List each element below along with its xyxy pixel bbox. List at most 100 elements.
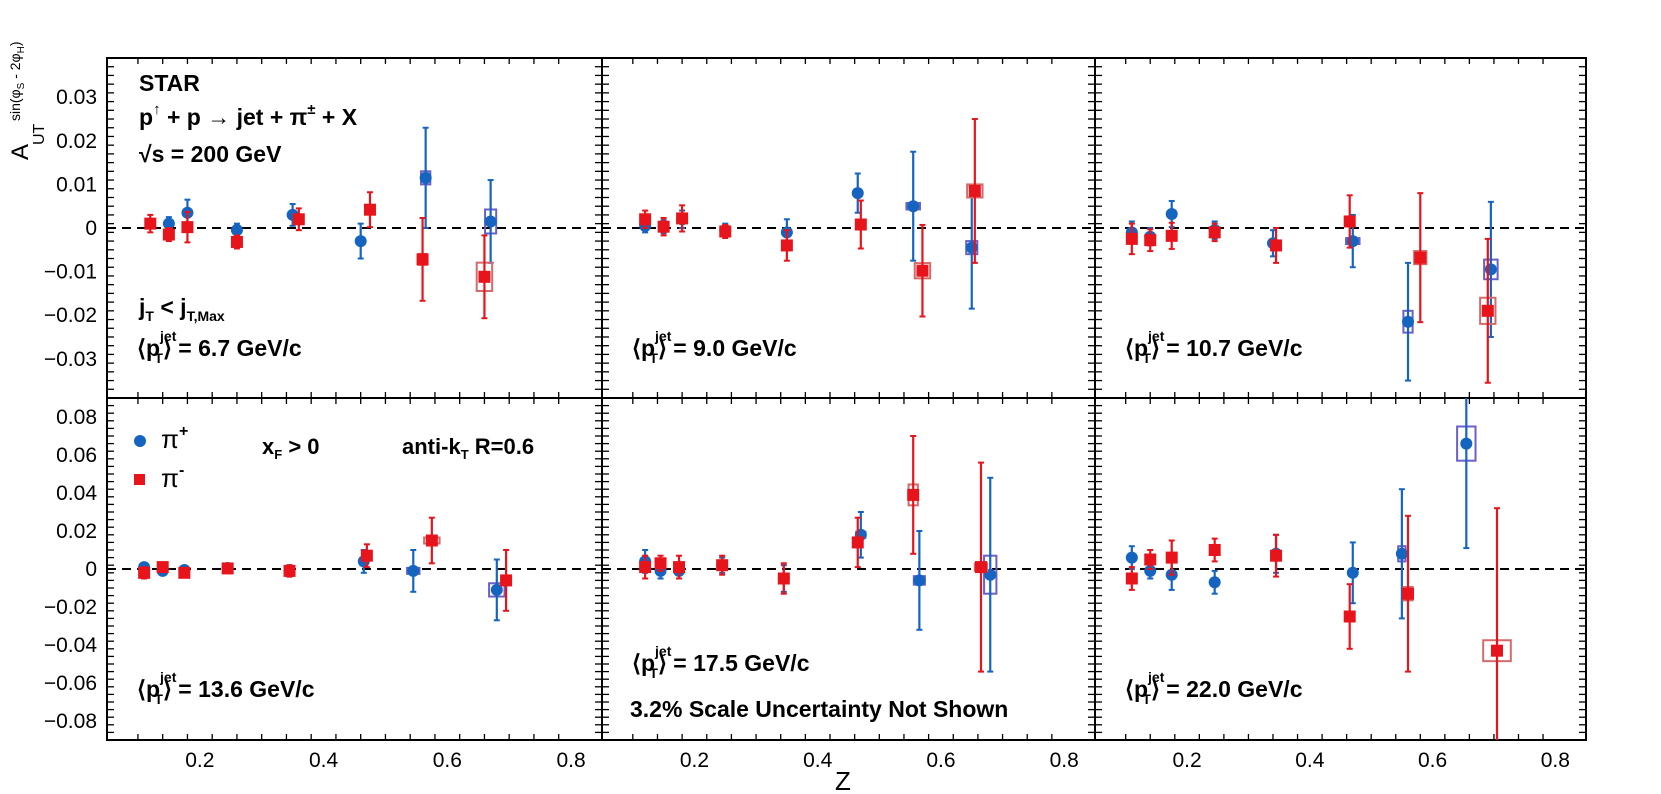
data-point-pi-plus (162, 217, 175, 230)
panel-1: 0.03 0.02 0.01 0 −0.01 −0.02 −0.03 ⟨pjet T⟩ = 6.… (44, 57, 603, 399)
data-point-pi-plus (1165, 208, 1178, 221)
data-point-pi-minus (716, 559, 729, 572)
y-axis-title: A UT sin(φS - 2φH) (7, 41, 48, 160)
data-point-pi-minus (974, 561, 987, 574)
y-tick-label: 0 (85, 558, 97, 581)
data-point-pi-minus (283, 564, 296, 577)
data-point-pi-minus (363, 203, 376, 216)
x-axis-title: Z (835, 766, 851, 794)
data-point-pi-minus (1208, 226, 1221, 239)
data-point-pi-plus (490, 583, 503, 596)
data-point-pi-plus (354, 235, 367, 248)
data-point-pi-minus (156, 561, 169, 574)
data-point-pi-minus (178, 566, 191, 579)
panel-2: ⟨pjet T⟩ = 9.0 GeV/c (601, 57, 1096, 399)
data-point-pi-minus (1414, 251, 1427, 264)
data-point-pi-minus (780, 239, 793, 252)
data-point-pi-minus (968, 184, 981, 197)
data-point-pi-plus (1346, 566, 1359, 579)
data-point-pi-plus (907, 200, 920, 213)
x-tick-label: 0.4 (803, 749, 833, 772)
data-point-pi-minus (1165, 551, 1178, 564)
data-point-pi-minus (719, 225, 732, 238)
y-tick-label: 0.08 (56, 406, 97, 429)
jet-pt-label: ⟨pjet T⟩ = 22.0 GeV/c (1125, 669, 1303, 707)
data-point-pi-plus (1460, 437, 1473, 450)
data-point-pi-minus (1144, 234, 1157, 247)
data-point-pi-plus (1144, 564, 1157, 577)
data-point-pi-plus (230, 224, 243, 237)
x-tick-label: 0.6 (926, 749, 955, 772)
data-point-pi-plus (1125, 551, 1138, 564)
data-point-pi-minus (1125, 572, 1138, 585)
legend: π+ π- (134, 423, 188, 493)
x-tick-label: 0.8 (1541, 749, 1570, 772)
data-point-pi-minus (1125, 232, 1138, 245)
data-point-pi-minus (1343, 610, 1356, 623)
data-point-pi-minus (777, 572, 790, 585)
experiment-label: STAR (139, 70, 200, 96)
legend-pi-minus-marker (134, 474, 145, 485)
data-point-pi-minus (851, 536, 864, 549)
y-tick-label: −0.02 (44, 596, 97, 619)
data-point-pi-minus (181, 221, 194, 234)
x-tick-label: 0.6 (433, 749, 462, 772)
jet-algorithm-label: anti-kT R=0.6 (402, 434, 534, 462)
panel-5: 0.2 0.4 0.6 0.8 ⟨pjet T⟩ = 17.5 GeV/c (601, 397, 1096, 772)
y-tick-label: −0.01 (44, 261, 97, 284)
scale-uncertainty-note: 3.2% Scale Uncertainty Not Shown (630, 696, 1008, 722)
energy-label: √s = 200 GeV (139, 141, 282, 167)
legend-pi-plus-label: π+ (161, 423, 188, 454)
x-tick-label: 0.2 (680, 749, 709, 772)
data-point-pi-minus (854, 218, 867, 231)
data-point-pi-minus (639, 561, 652, 574)
x-tick-label: 0.4 (309, 749, 339, 772)
y-tick-label: −0.06 (44, 672, 97, 695)
data-point-pi-plus (913, 574, 926, 587)
y-tick-label: −0.04 (44, 634, 97, 657)
panel-grid: 0.03 0.02 0.01 0 −0.01 −0.02 −0.03 ⟨pjet T⟩ = 6.… (44, 57, 1587, 772)
x-tick-label: 0.2 (185, 749, 214, 772)
data-point-pi-minus (676, 212, 689, 225)
xf-cut-label: xF > 0 (262, 434, 320, 462)
data-point-pi-minus (1481, 304, 1494, 317)
data-point-pi-plus (851, 187, 864, 200)
data-point-pi-minus (500, 574, 513, 587)
jet-pt-label: ⟨pjet T⟩ = 6.7 GeV/c (137, 328, 302, 366)
data-point-pi-minus (1491, 644, 1504, 657)
x-tick-label: 0.8 (1050, 749, 1079, 772)
reaction-label: p↑ + p → jet + π± + X (139, 101, 358, 130)
data-point-pi-minus (230, 235, 243, 248)
data-point-pi-plus (965, 241, 978, 254)
jet-pt-label: ⟨pjet T⟩ = 10.7 GeV/c (1125, 328, 1303, 366)
x-tick-label: 0.4 (1295, 749, 1325, 772)
data-point-pi-plus (1208, 576, 1221, 589)
y-tick-label: −0.02 (44, 304, 97, 327)
data-point-pi-plus (1484, 263, 1497, 276)
data-point-pi-minus (657, 220, 670, 233)
data-point-pi-minus (673, 561, 686, 574)
legend-pi-plus-marker (134, 435, 146, 447)
jet-pt-label: ⟨pjet T⟩ = 13.6 GeV/c (137, 669, 315, 707)
data-point-pi-minus (1402, 587, 1415, 600)
data-point-pi-minus (162, 228, 175, 241)
data-point-pi-minus (1343, 215, 1356, 228)
data-point-pi-minus (138, 566, 151, 579)
data-point-pi-minus (1208, 544, 1221, 556)
panel-4: 0.2 0.4 0.6 0.8 0.08 0.06 0.04 0.02 0 −0.02 −0.04 −… (44, 397, 603, 772)
jet-pt-label: ⟨pjet T⟩ = 9.0 GeV/c (632, 328, 797, 366)
data-point-pi-minus (1165, 229, 1178, 242)
y-tick-label: 0.06 (56, 444, 97, 467)
data-point-pi-minus (639, 213, 652, 226)
y-tick-label: 0 (85, 217, 97, 240)
x-tick-label: 0.8 (556, 749, 585, 772)
jet-pt-label: ⟨pjet T⟩ = 17.5 GeV/c (632, 643, 810, 681)
y-tick-label: 0.01 (56, 173, 97, 196)
y-tick-label: 0.02 (56, 130, 97, 153)
data-point-pi-minus (1144, 553, 1157, 566)
jt-cut-label: jT < jT,Max (138, 294, 225, 324)
data-point-pi-minus (1270, 549, 1283, 562)
legend-pi-minus-label: π- (161, 462, 184, 493)
x-tick-label: 0.6 (1418, 749, 1447, 772)
y-axis-title-main: A (7, 144, 34, 160)
